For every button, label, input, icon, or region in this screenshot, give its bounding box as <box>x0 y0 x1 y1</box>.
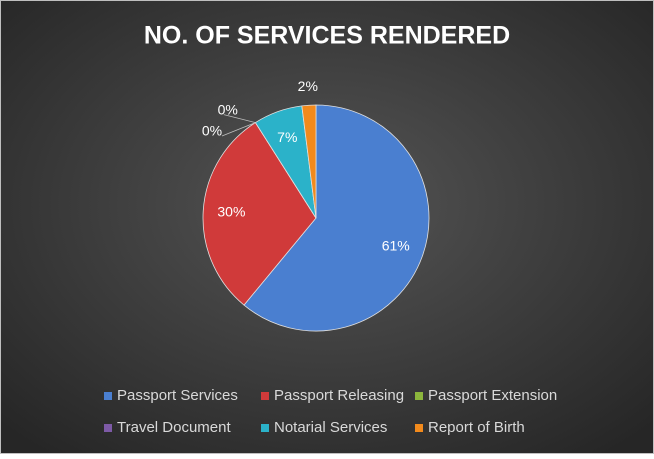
legend-label: Report of Birth <box>428 419 525 436</box>
legend-marker <box>104 392 112 400</box>
legend-label: Notarial Services <box>274 419 387 436</box>
legend-marker <box>415 392 423 400</box>
legend-marker <box>261 424 269 432</box>
data-label: 61% <box>382 237 410 253</box>
pie-slice <box>301 104 317 219</box>
data-label: 2% <box>298 78 318 94</box>
leader-line <box>223 114 256 123</box>
chart-title: NO. OF SERVICES RENDERED <box>144 22 510 50</box>
legend-marker <box>104 424 112 432</box>
data-label: 30% <box>217 203 245 219</box>
legend-label: Passport Extension <box>428 387 557 404</box>
legend-marker <box>261 392 269 400</box>
pie-slice <box>202 122 317 306</box>
data-label: 0% <box>202 123 222 139</box>
pie-slice <box>243 104 430 332</box>
legend-label: Travel Document <box>117 419 231 436</box>
data-label: 0% <box>218 101 238 117</box>
legend-marker <box>415 424 423 432</box>
data-label: 7% <box>277 129 297 145</box>
leader-line <box>221 122 256 137</box>
legend-label: Passport Services <box>117 387 238 404</box>
legend-label: Passport Releasing <box>274 387 404 404</box>
